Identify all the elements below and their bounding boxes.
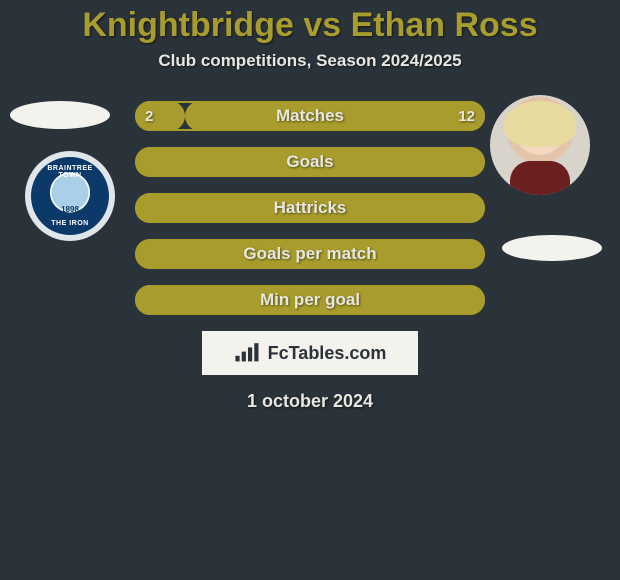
bar-label: Goals [135, 147, 485, 177]
page-subtitle: Club competitions, Season 2024/2025 [0, 51, 620, 71]
left-player-oval [10, 101, 110, 129]
club-badge-graphic: BRAINTREE TOWN 1898 THE IRON [31, 157, 109, 235]
page-title: Knightbridge vs Ethan Ross [0, 0, 620, 45]
stat-bars: Matches2 12 Goals Hattricks Goals per match M… [135, 101, 485, 315]
bar-value-right: 12 [448, 101, 485, 131]
club-badge-top-text: BRAINTREE TOWN [35, 165, 105, 179]
stat-row: Goals per match [135, 239, 485, 269]
watermark-box: FcTables.com [202, 331, 418, 375]
watermark-text: FcTables.com [268, 343, 387, 364]
left-club-badge: BRAINTREE TOWN 1898 THE IRON [25, 151, 115, 241]
bar-label: Min per goal [135, 285, 485, 315]
infographic-root: Knightbridge vs Ethan Ross Club competit… [0, 0, 620, 580]
stats-area: BRAINTREE TOWN 1898 THE IRON Matches2 12 G… [0, 101, 620, 412]
right-player-avatar [490, 95, 590, 195]
right-player-oval [502, 235, 602, 261]
bars-icon [234, 343, 262, 363]
bar-label: Goals per match [135, 239, 485, 269]
club-badge-year: 1898 [35, 205, 105, 214]
stat-row: Goals [135, 147, 485, 177]
stat-row: Matches2 12 [135, 101, 485, 131]
club-badge-bottom-text: THE IRON [35, 220, 105, 227]
bar-label: Hattricks [135, 193, 485, 223]
bar-value-left: 2 [135, 101, 163, 131]
stat-row: Min per goal [135, 285, 485, 315]
stat-row: Hattricks [135, 193, 485, 223]
date-line: 1 october 2024 [0, 391, 620, 412]
bar-label: Matches [135, 101, 485, 131]
